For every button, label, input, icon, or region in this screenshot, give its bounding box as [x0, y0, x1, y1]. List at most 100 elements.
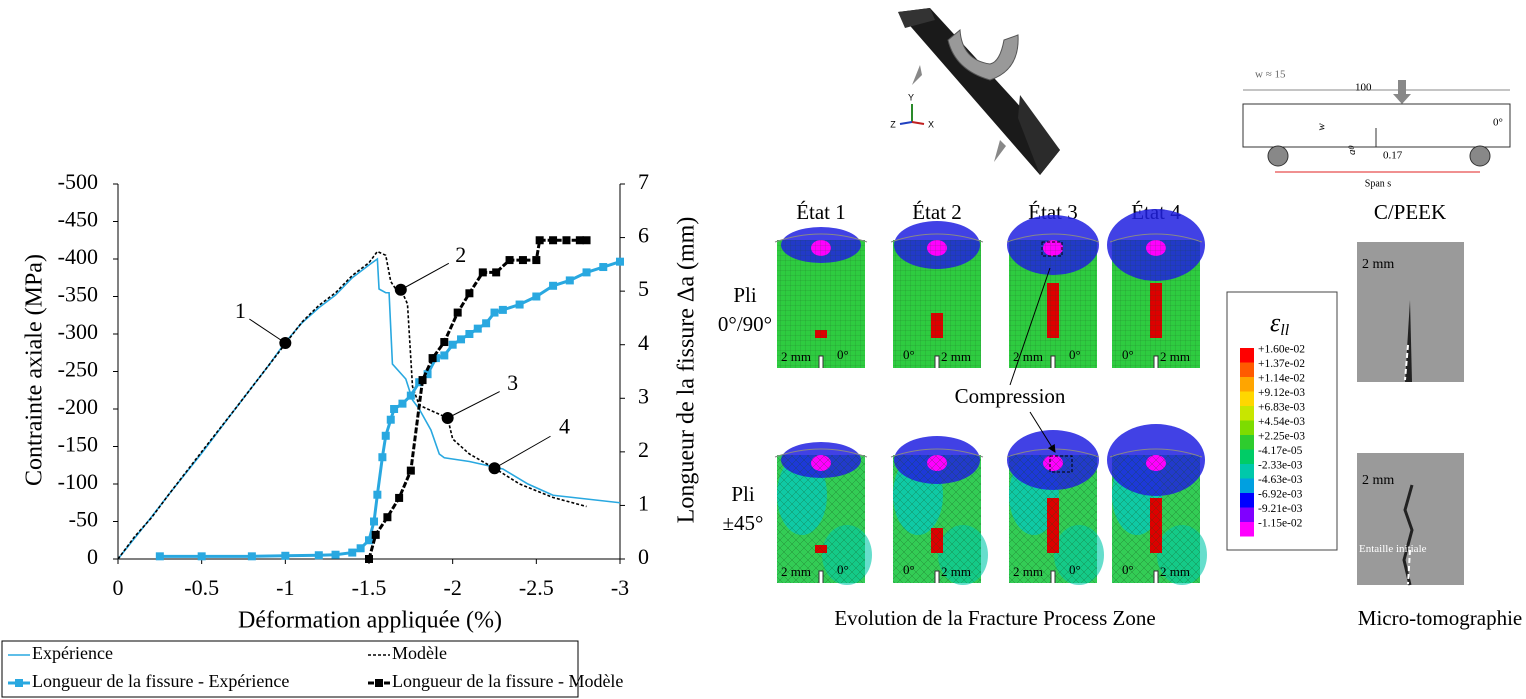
fe-notch	[934, 570, 940, 583]
fe-mesh	[1112, 240, 1200, 368]
state-label: État 1	[796, 200, 846, 224]
fe-notch	[1050, 570, 1056, 583]
colorbar-swatch	[1240, 522, 1254, 537]
series-marker	[616, 257, 624, 266]
fe-punch	[774, 233, 868, 243]
ply-label: 0°	[837, 562, 849, 577]
series-marker	[395, 493, 404, 502]
notch-label: Entaille initiale	[1359, 543, 1427, 555]
ply-label: 0°	[903, 347, 915, 362]
series-line	[117, 257, 621, 560]
fe-punch	[1109, 448, 1203, 458]
y2-tick-label: 1	[638, 490, 649, 515]
legend-label: Longueur de la fissure - Modèle	[392, 671, 623, 691]
y-tick-label: -50	[69, 507, 98, 532]
series-marker	[492, 268, 501, 277]
x-tick-label: 0	[113, 575, 124, 600]
colorbar-label: +1.60e-02	[1258, 344, 1305, 356]
colorbar-label: -2.33e-03	[1258, 460, 1303, 472]
y-axis-title: Contrainte axiale (MPa)	[22, 254, 48, 486]
colorbar-swatch	[1240, 435, 1254, 450]
triad-z	[899, 121, 913, 125]
fe-notch	[818, 570, 824, 583]
fe-mesh	[777, 455, 865, 583]
colorbar-label: +6.83e-03	[1258, 402, 1305, 414]
ply-label: 0°	[837, 347, 849, 362]
series-marker	[423, 370, 432, 379]
annotation-leader	[249, 318, 286, 344]
row-label: Pli	[731, 482, 755, 506]
colorbar-label: +4.54e-03	[1258, 416, 1305, 428]
series-marker	[465, 330, 474, 338]
y-tick-label: -300	[58, 319, 98, 344]
series-marker	[473, 324, 482, 333]
series-marker	[440, 351, 449, 360]
series-marker	[378, 453, 387, 462]
x-tick-label: -0.5	[184, 575, 219, 600]
annotation-point	[394, 283, 407, 296]
legend-label: Longueur de la fissure - Expérience	[32, 671, 289, 691]
triad-x	[911, 121, 925, 125]
annotation-label: 4	[559, 413, 570, 438]
row-label: ±45°	[723, 511, 764, 535]
y-tick-label: -450	[58, 207, 98, 232]
y2-tick-label: 0	[638, 544, 649, 569]
series-marker	[348, 548, 357, 557]
colorbar-label: +1.14e-02	[1258, 373, 1305, 385]
material-label: C/PEEK	[1374, 200, 1446, 224]
series-marker	[562, 236, 571, 245]
series-marker	[356, 544, 365, 553]
colorbar-swatch	[1240, 478, 1254, 493]
colorbar-label: -4.63e-03	[1258, 474, 1303, 486]
ply-label: 0°	[903, 562, 915, 577]
fe-mesh	[893, 455, 981, 583]
annotation-leader	[400, 262, 450, 291]
colorbar-swatch	[1240, 348, 1254, 363]
fe-mesh	[1009, 240, 1097, 368]
pointer	[1009, 267, 1051, 386]
scale-label: 2 mm	[1362, 473, 1394, 488]
series-marker	[582, 236, 591, 245]
scale-label: 2 mm	[781, 564, 811, 579]
series-marker	[490, 308, 499, 317]
series-marker	[465, 289, 474, 298]
load-arrow	[1393, 80, 1411, 104]
support	[1267, 145, 1289, 167]
colorbar-label: +1.37e-02	[1258, 358, 1305, 370]
legend-box	[1, 640, 579, 698]
ply-label: 0°	[1122, 347, 1134, 362]
series-marker	[565, 276, 574, 285]
series-marker	[331, 550, 340, 559]
colorbar-swatch	[1240, 420, 1254, 435]
series-marker	[398, 399, 407, 408]
y2-tick-label: 7	[638, 169, 649, 194]
colorbar-swatch	[1240, 507, 1254, 522]
y-tick-label: -150	[58, 432, 98, 457]
fe-notch	[934, 355, 940, 368]
series-marker	[448, 340, 457, 349]
series-marker	[457, 335, 466, 344]
zoom-box	[1041, 241, 1063, 257]
series-marker	[390, 405, 399, 413]
y-tick-label: -350	[58, 282, 98, 307]
series-marker	[373, 490, 382, 499]
ct-image: 2 mm Entaille initiale	[1357, 453, 1464, 586]
series-marker	[532, 292, 541, 301]
y2-tick-label: 3	[638, 383, 649, 408]
series-marker	[406, 466, 415, 475]
colorbar-label: -4.17e-05	[1258, 445, 1303, 457]
y2-tick-label: 5	[638, 276, 649, 301]
fe-punch	[774, 448, 868, 458]
x-tick-label: -3	[611, 575, 629, 600]
micro-caption: Micro-tomographie	[1358, 606, 1522, 630]
annotation-point	[279, 337, 292, 349]
colorbar-swatch	[1240, 449, 1254, 464]
annotation-label: 2	[455, 242, 466, 267]
annotation-leader	[447, 391, 500, 419]
series-marker	[365, 555, 373, 563]
ply-label: 0°	[1069, 562, 1081, 577]
series-marker	[370, 517, 379, 526]
pointer	[1029, 411, 1056, 453]
